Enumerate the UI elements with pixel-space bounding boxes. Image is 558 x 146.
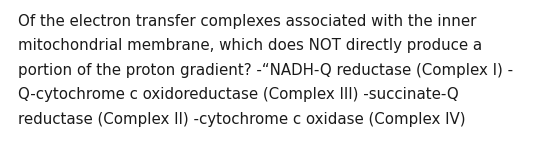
Text: portion of the proton gradient? -“NADH-Q reductase (Complex I) -: portion of the proton gradient? -“NADH-Q…	[18, 63, 513, 78]
Text: mitochondrial membrane, which does NOT directly produce a: mitochondrial membrane, which does NOT d…	[18, 39, 482, 53]
Text: reductase (Complex II) -cytochrome c oxidase (Complex IV): reductase (Complex II) -cytochrome c oxi…	[18, 112, 465, 127]
Text: Of the electron transfer complexes associated with the inner: Of the electron transfer complexes assoc…	[18, 14, 477, 29]
Text: Q-cytochrome c oxidoreductase (Complex III) -succinate-Q: Q-cytochrome c oxidoreductase (Complex I…	[18, 87, 459, 102]
